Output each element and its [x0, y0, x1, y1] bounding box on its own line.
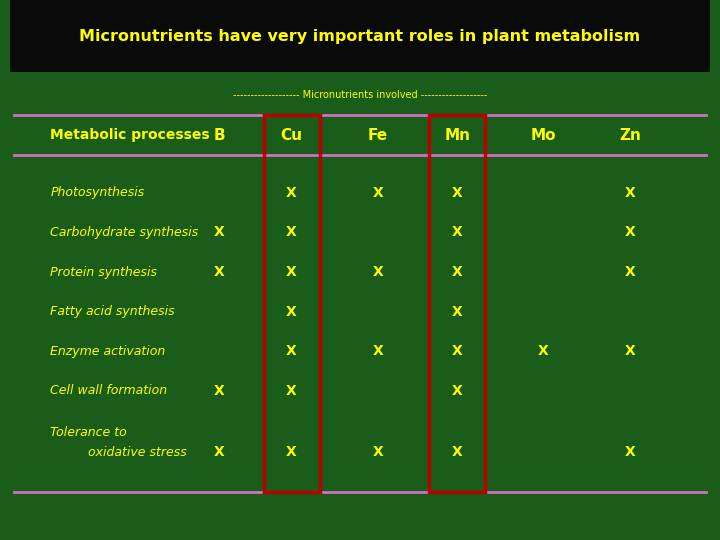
Text: Cu: Cu [281, 127, 302, 143]
Text: X: X [215, 225, 225, 239]
Text: X: X [625, 446, 635, 460]
Text: Photosynthesis: Photosynthesis [50, 186, 145, 199]
Text: X: X [287, 305, 297, 319]
Text: X: X [625, 344, 635, 358]
Text: X: X [373, 186, 383, 200]
Text: Metabolic processes: Metabolic processes [50, 128, 210, 142]
Text: Enzyme activation: Enzyme activation [50, 345, 166, 357]
Text: Mo: Mo [531, 127, 557, 143]
Text: Fatty acid synthesis: Fatty acid synthesis [50, 305, 175, 318]
Text: Micronutrients have very important roles in plant metabolism: Micronutrients have very important roles… [79, 29, 641, 44]
Text: X: X [452, 225, 462, 239]
Text: X: X [373, 265, 383, 279]
Text: X: X [625, 265, 635, 279]
Text: X: X [287, 225, 297, 239]
Text: X: X [373, 344, 383, 358]
Text: X: X [452, 305, 462, 319]
Text: X: X [625, 186, 635, 200]
Text: X: X [625, 225, 635, 239]
Text: X: X [452, 265, 462, 279]
Text: X: X [373, 446, 383, 460]
Text: Protein synthesis: Protein synthesis [50, 266, 158, 279]
Text: Carbohydrate synthesis: Carbohydrate synthesis [50, 226, 199, 239]
Text: Mn: Mn [444, 127, 470, 143]
Text: X: X [452, 446, 462, 460]
Text: ------------------- Micronutrients involved -------------------: ------------------- Micronutrients invol… [233, 90, 487, 100]
Text: B: B [214, 127, 225, 143]
Text: Fe: Fe [368, 127, 388, 143]
Text: X: X [215, 265, 225, 279]
Text: Zn: Zn [619, 127, 641, 143]
Text: Tolerance to: Tolerance to [50, 426, 127, 439]
Text: X: X [287, 384, 297, 398]
Text: X: X [287, 186, 297, 200]
Text: Cell wall formation: Cell wall formation [50, 384, 168, 397]
Bar [264, 115, 320, 492]
Text: X: X [452, 186, 462, 200]
Bar [429, 115, 485, 492]
Text: X: X [287, 446, 297, 460]
Text: X: X [539, 344, 549, 358]
Text: X: X [452, 344, 462, 358]
Text: oxidative stress: oxidative stress [89, 446, 187, 459]
Text: X: X [287, 344, 297, 358]
Text: X: X [215, 446, 225, 460]
Text: X: X [287, 265, 297, 279]
Text: X: X [452, 384, 462, 398]
Bar [10, 0, 710, 72]
Text: X: X [215, 384, 225, 398]
